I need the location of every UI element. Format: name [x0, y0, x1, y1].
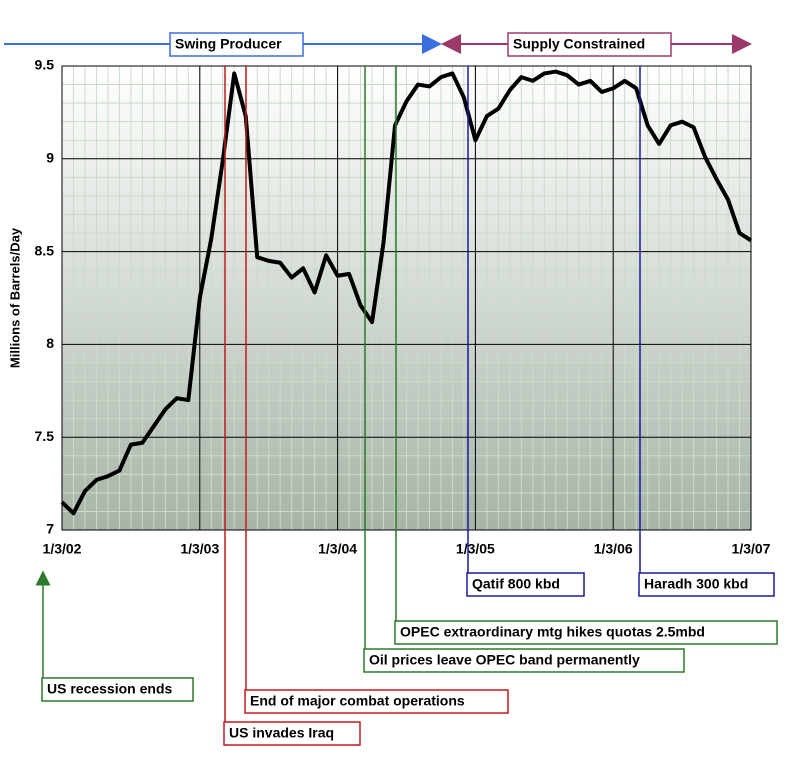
phase-label: Swing Producer [175, 36, 282, 52]
y-axis-label: Millions of Barrels/Day [7, 227, 22, 368]
phase-label-box [507, 32, 672, 57]
x-tick-label: 1/3/04 [318, 541, 357, 557]
annotation-box [363, 648, 685, 673]
y-tick-label: 9.5 [35, 57, 55, 73]
annotation: OPEC extraordinary mtg hikes quotas 2.5m… [400, 624, 705, 640]
plot-border [61, 65, 752, 531]
annotation: Qatif 800 kbd [472, 576, 560, 592]
annotation-box [466, 572, 585, 597]
phase-label: Supply Constrained [513, 36, 645, 52]
x-tick-label: 1/3/02 [43, 541, 82, 557]
annotation: US invades Iraq [229, 725, 334, 741]
phase-label-box [169, 32, 304, 57]
annotation-box [638, 572, 775, 597]
annotation-box [223, 721, 361, 746]
x-tick-label: 1/3/03 [180, 541, 219, 557]
y-tick-label: 9 [46, 150, 54, 166]
y-tick-label: 8.5 [35, 242, 55, 258]
y-tick-label: 7.5 [35, 428, 55, 444]
data-line [60, 69, 753, 516]
annotation-box [394, 620, 778, 645]
annotation-box [244, 689, 509, 714]
annotation: Oil prices leave OPEC band permanently [369, 652, 640, 668]
annotation: End of major combat operations [250, 693, 465, 709]
y-tick-label: 8 [46, 335, 54, 351]
annotation: Haradh 300 kbd [644, 576, 748, 592]
x-tick-label: 1/3/07 [732, 541, 771, 557]
annotation-box [41, 677, 194, 702]
y-tick-label: 7 [46, 521, 54, 537]
x-tick-label: 1/3/05 [456, 541, 495, 557]
x-tick-label: 1/3/06 [594, 541, 633, 557]
annotation: US recession ends [47, 681, 172, 697]
